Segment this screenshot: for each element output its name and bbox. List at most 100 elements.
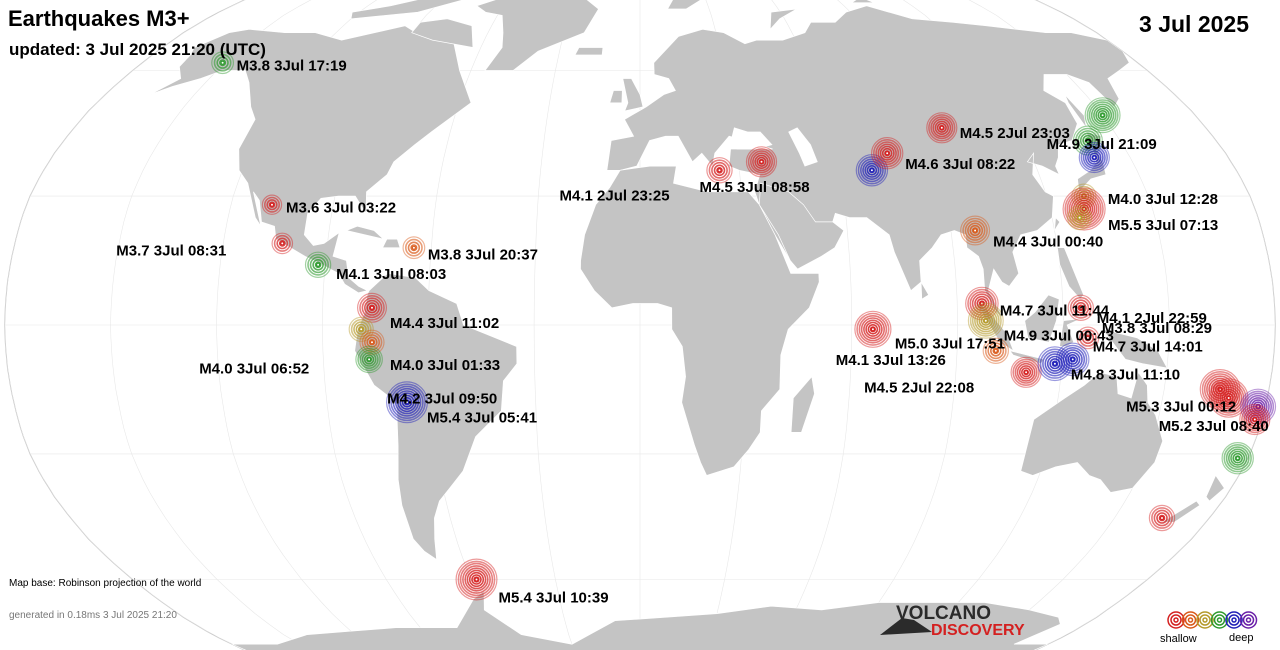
quake-marker-taiwan[interactable] <box>1066 205 1093 231</box>
quake-ring <box>856 312 890 346</box>
quake-ring <box>468 571 485 588</box>
quake-marker-tajikistan[interactable] <box>871 136 904 170</box>
quake-epicenter <box>316 262 321 267</box>
landmass-new-zealand-n <box>1205 474 1225 502</box>
quake-marker-greece[interactable] <box>706 157 733 184</box>
quake-ring <box>926 112 958 144</box>
quake-label-mexico-s: M3.7 3Jul 08:31 <box>116 242 226 259</box>
landmass-britain <box>622 78 644 112</box>
quake-ring <box>1075 301 1087 314</box>
quake-marker-peru-c[interactable] <box>355 345 383 374</box>
quake-ring <box>276 237 289 250</box>
quake-ring <box>1153 509 1171 527</box>
quake-ring <box>711 161 728 179</box>
legend-depth-ring <box>1199 614 1211 626</box>
quake-marker-sumatra-n[interactable] <box>967 302 1004 339</box>
quake-ring <box>864 162 880 178</box>
landmass-greenland <box>476 0 599 71</box>
quake-ring <box>473 576 480 583</box>
quake-ring <box>713 164 726 177</box>
quake-marker-tonga[interactable] <box>1239 403 1271 436</box>
quake-ring <box>1223 392 1234 404</box>
quake-ring <box>1215 384 1243 412</box>
volcano-discovery-logo[interactable]: VOLCANO DISCOVERY <box>880 603 1025 639</box>
quake-ring <box>1079 132 1096 149</box>
quake-marker-sumatra-s[interactable] <box>982 337 1010 364</box>
landmass-sakhalin <box>1064 94 1087 129</box>
quake-marker-new-zealand[interactable] <box>1148 504 1176 532</box>
quake-ring <box>974 309 998 333</box>
quake-ring <box>348 316 374 342</box>
quake-marker-andaman[interactable] <box>965 286 999 321</box>
legend-depth-ring <box>1187 617 1194 623</box>
quake-ring <box>962 217 988 244</box>
quake-marker-south-shetland[interactable] <box>455 558 498 601</box>
quake-ring <box>213 53 232 72</box>
quake-epicenter <box>885 151 890 156</box>
quake-marker-philippines[interactable] <box>1067 294 1095 321</box>
quake-epicenter <box>370 305 374 310</box>
quake-marker-afghanistan[interactable] <box>855 154 889 187</box>
quake-label-turkey: M4.5 3Jul 08:58 <box>700 179 810 196</box>
quake-marker-ecuador[interactable] <box>348 316 374 342</box>
quake-marker-turkey[interactable] <box>745 146 778 178</box>
quake-ring <box>397 392 417 413</box>
quake-ring <box>964 220 986 241</box>
quake-marker-alaska[interactable] <box>211 51 235 75</box>
landmass-australia <box>1020 371 1164 493</box>
quake-ring <box>706 157 733 184</box>
landmass-iceland <box>574 47 604 56</box>
quake-ring <box>871 136 904 170</box>
quake-marker-mexico-nw[interactable] <box>261 194 283 215</box>
quake-epicenter <box>759 159 764 164</box>
quake-ring <box>1247 412 1263 427</box>
quake-ring <box>928 114 956 142</box>
quake-marker-kermadec[interactable] <box>1221 442 1254 475</box>
quake-ring <box>359 294 385 321</box>
depth-legend <box>1167 611 1258 629</box>
quake-ring <box>754 154 769 170</box>
quake-marker-japan-c[interactable] <box>1078 141 1110 174</box>
quake-ring <box>1097 109 1108 121</box>
quake-ring <box>268 201 276 208</box>
quake-marker-colombia[interactable] <box>357 292 388 323</box>
quake-marker-mexico-s[interactable] <box>271 232 294 255</box>
quake-marker-bolivia[interactable] <box>386 381 429 424</box>
quake-marker-kuril[interactable] <box>1084 97 1121 134</box>
quake-ring <box>1039 348 1071 379</box>
quake-label-guatemala: M4.1 3Jul 08:03 <box>336 266 446 283</box>
quake-epicenter <box>870 327 875 332</box>
quake-ring <box>1223 444 1252 473</box>
quake-ring <box>1206 375 1235 404</box>
quake-ring <box>1079 328 1097 347</box>
quake-marker-fiji-deep[interactable] <box>1240 388 1277 425</box>
quake-marker-indian-ocean[interactable] <box>854 310 892 348</box>
quake-marker-mongolia[interactable] <box>926 112 958 144</box>
logo-discovery-text: DISCOVERY <box>931 622 1025 639</box>
quake-ring <box>708 159 731 182</box>
quake-epicenter <box>1052 361 1057 366</box>
quake-marker-guatemala[interactable] <box>304 251 332 278</box>
land-masses <box>149 0 1225 650</box>
quake-ring <box>457 560 496 599</box>
quake-ring <box>1084 97 1121 134</box>
quake-label-south-shetland: M5.4 3Jul 10:39 <box>499 590 609 607</box>
quake-marker-caribbean[interactable] <box>402 236 426 260</box>
quake-ring <box>403 399 411 406</box>
quake-marker-myanmar-n[interactable] <box>960 215 991 246</box>
quake-epicenter <box>983 318 988 323</box>
quake-ring <box>455 558 498 601</box>
quake-label-mexico-nw: M3.6 3Jul 03:22 <box>286 200 396 217</box>
quake-marker-sulawesi[interactable] <box>1076 326 1100 350</box>
quake-ring <box>1082 146 1106 170</box>
quake-ring <box>867 323 879 335</box>
quake-ring <box>938 124 945 131</box>
quake-marker-java[interactable] <box>1010 356 1042 388</box>
quake-ring <box>1020 367 1032 378</box>
quake-ring <box>1010 356 1042 388</box>
legend-depth-ring <box>1196 611 1214 629</box>
legend-deep-label: deep <box>1229 632 1253 644</box>
quake-ring <box>1225 446 1250 471</box>
quake-ring <box>1077 304 1085 312</box>
quake-marker-flores[interactable] <box>1037 346 1073 382</box>
